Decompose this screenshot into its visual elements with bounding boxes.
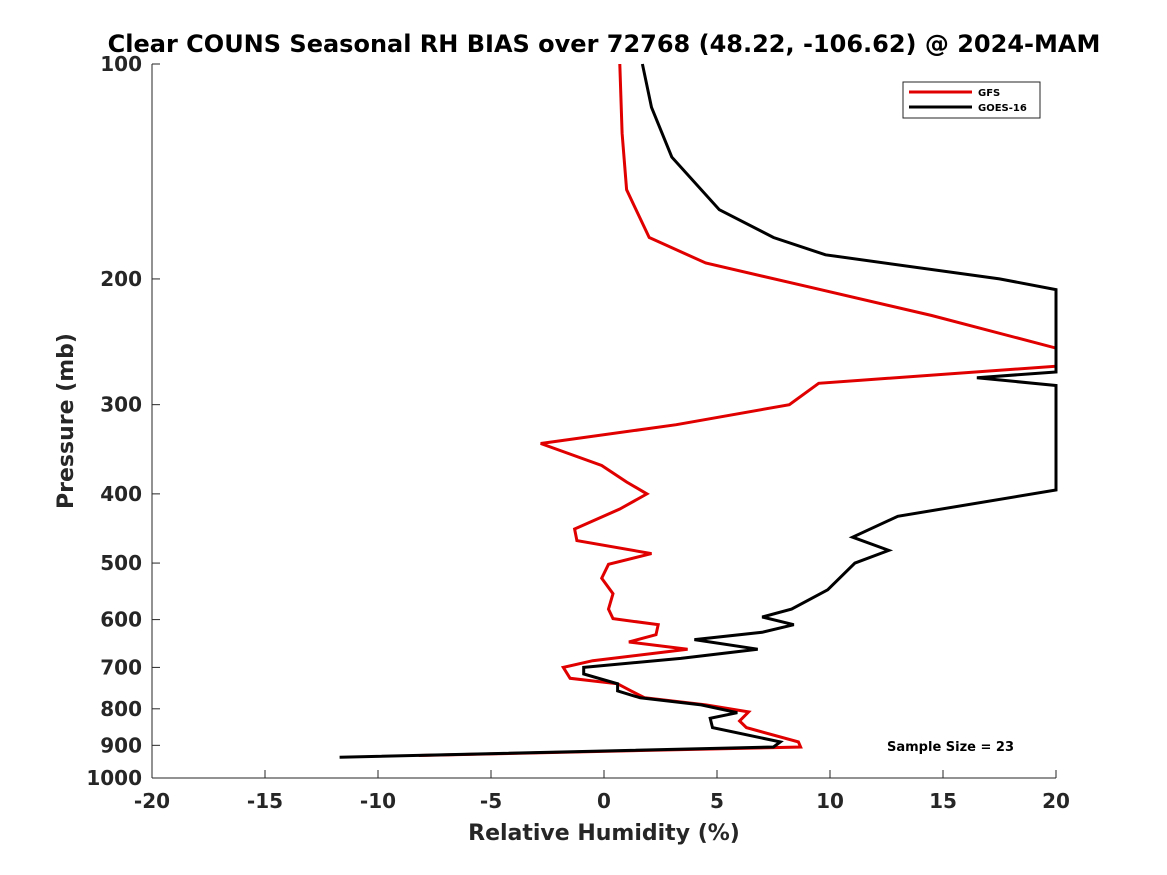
x-tick-label: 10 bbox=[816, 789, 844, 813]
legend-label-gfs: GFS bbox=[978, 88, 1000, 99]
x-axis-ticks: -20 -15 -10 -5 0 5 10 15 20 bbox=[134, 770, 1070, 813]
y-tick-label: 400 bbox=[100, 482, 142, 506]
legend-label-goes-16: GOES-16 bbox=[978, 103, 1027, 114]
axes-box bbox=[152, 64, 1056, 778]
legend-box bbox=[902, 81, 1041, 119]
x-tick-label: 5 bbox=[710, 789, 724, 813]
y-tick-label: 700 bbox=[100, 655, 142, 679]
y-tick-label: 300 bbox=[100, 393, 142, 417]
x-tick-label: -20 bbox=[134, 789, 170, 813]
y-axis-ticks: 100 200 300 400 500 600 700 800 900 1000 bbox=[86, 52, 160, 790]
legend: GFS GOES-16 bbox=[902, 81, 1041, 119]
x-axis-label: Relative Humidity (%) bbox=[468, 821, 740, 846]
y-tick-label: 200 bbox=[100, 267, 142, 291]
x-tick-label: 15 bbox=[929, 789, 957, 813]
y-tick-label: 500 bbox=[100, 551, 142, 575]
plot-area: -20 -15 -10 -5 0 5 10 15 20 100 200 300 400 500 600 70… bbox=[86, 52, 1070, 813]
x-tick-label: 0 bbox=[597, 789, 611, 813]
y-axis-label: Pressure (mb) bbox=[54, 333, 79, 509]
sample-size-annotation: Sample Size = 23 bbox=[887, 740, 1014, 755]
y-tick-label: 600 bbox=[100, 608, 142, 632]
x-tick-label: -10 bbox=[360, 789, 396, 813]
y-tick-label: 900 bbox=[100, 733, 142, 757]
x-tick-label: 20 bbox=[1042, 789, 1070, 813]
x-tick-label: -5 bbox=[480, 789, 502, 813]
series-line-goes-16 bbox=[339, 63, 1058, 759]
y-tick-label: 100 bbox=[100, 52, 142, 76]
x-tick-label: -15 bbox=[247, 789, 283, 813]
chart-title: Clear COUNS Seasonal RH BIAS over 72768 … bbox=[108, 30, 1101, 58]
y-tick-label: 1000 bbox=[86, 766, 142, 790]
series-layer bbox=[339, 63, 1058, 759]
y-tick-label: 800 bbox=[100, 697, 142, 721]
